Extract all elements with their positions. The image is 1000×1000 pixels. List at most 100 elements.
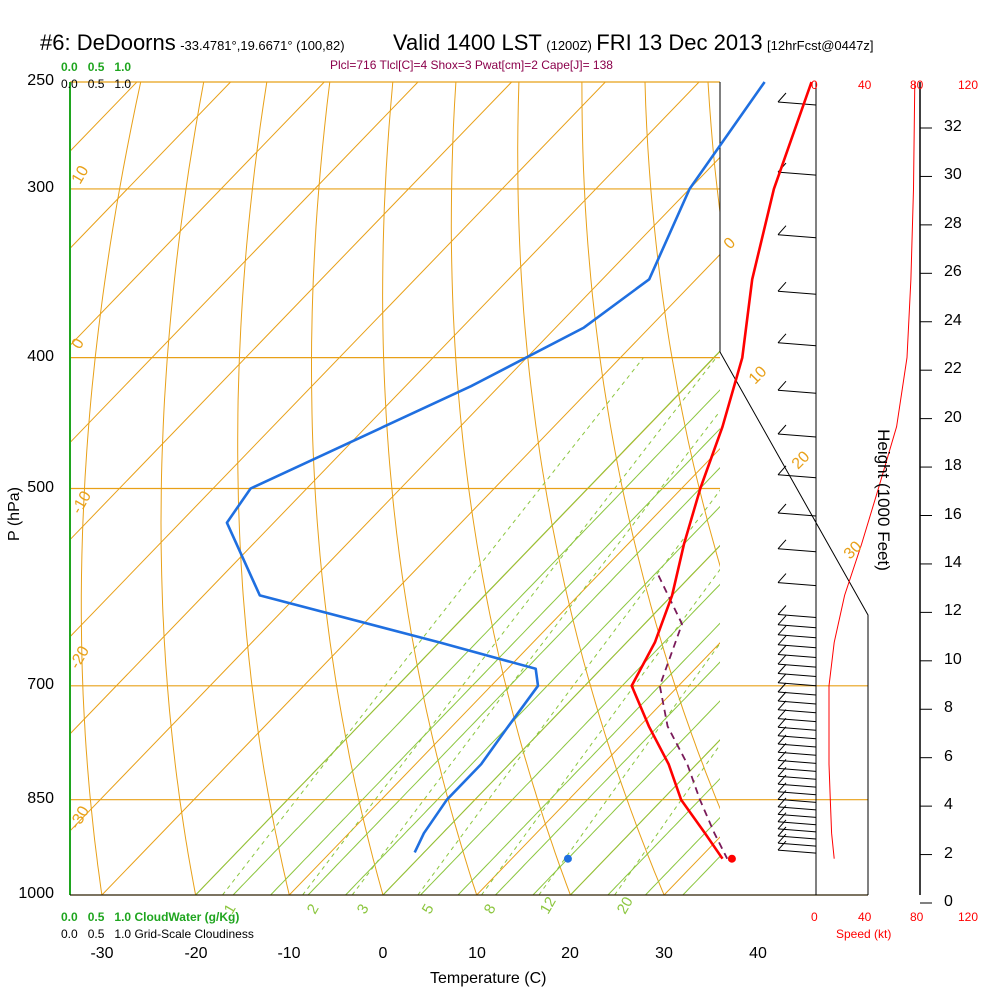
mixing-ratio-line	[614, 744, 720, 895]
dry-adiabat-line	[707, 82, 720, 216]
cloudiness-legend: 0.0 0.5 1.0 Grid-Scale Cloudiness	[61, 927, 254, 941]
speed-tick-top-40: 40	[858, 78, 872, 92]
wind-barb	[777, 709, 817, 723]
height-tick-label: 16	[944, 506, 962, 523]
isotherm-line	[70, 82, 231, 250]
valid-lst: Valid 1400 LST	[393, 30, 542, 55]
x-axis-label: Temperature (C)	[430, 970, 547, 987]
wind-barb	[777, 673, 817, 687]
height-tick-label: 12	[944, 602, 962, 619]
temperature-tick-label: -20	[184, 945, 208, 962]
speed-tick-bottom-0: 0	[811, 910, 818, 924]
temperature-tick-label: 20	[561, 945, 579, 962]
wind-barb	[777, 92, 817, 106]
mixing-ratio-label: 12	[537, 894, 560, 917]
isotherm-label: -10	[69, 488, 95, 517]
wind-barb	[777, 605, 817, 618]
pressure-tick-label: 400	[27, 348, 54, 365]
temperature-profile	[630, 81, 813, 860]
wind-barb	[777, 539, 817, 553]
wind-barb	[777, 664, 817, 677]
mixing-ratio-label: 2	[304, 901, 323, 917]
moist-adiabat-line	[307, 467, 720, 895]
mixing-ratio-line	[302, 357, 717, 895]
wind-barb	[777, 840, 817, 854]
wind-barb	[777, 654, 817, 668]
moist-adiabat-line	[457, 622, 720, 895]
cloudiness-scale-top: 0.0 0.5 1.0	[61, 77, 132, 91]
cloudwater-scale-top: 0.0 0.5 1.0	[61, 60, 132, 74]
wind-barb-column	[777, 92, 817, 854]
temperature-tick-label: 0	[378, 945, 388, 962]
speed-tick-top-80: 80	[910, 78, 924, 92]
valid-date: FRI 13 Dec 2013	[596, 30, 763, 55]
speed-tick-bottom-80: 80	[910, 910, 924, 924]
moist-adiabat-line	[719, 894, 720, 895]
pressure-tick-label: 250	[27, 72, 54, 89]
wind-barb	[777, 717, 817, 731]
pressure-tick-label: 700	[27, 676, 54, 693]
surface-temperature-point	[727, 854, 736, 863]
dry-adiabat-line	[834, 82, 1000, 895]
wind-barb	[777, 380, 817, 394]
sounding-profiles	[225, 81, 813, 863]
dry-adiabat-line	[237, 82, 290, 895]
height-tick-label: 30	[944, 166, 962, 183]
speed-tick-top-120: 120	[958, 78, 979, 92]
height-tick-label: 26	[944, 263, 962, 280]
pressure-grid-lines	[70, 81, 868, 896]
moist-adiabat-line	[570, 739, 720, 895]
height-axis-label: Height (1000 Feet)	[873, 429, 893, 571]
height-tick-label: 24	[944, 312, 962, 329]
moist-adiabat-line	[607, 777, 720, 895]
height-tick-label: 18	[944, 457, 962, 474]
height-tick-label: 8	[944, 699, 953, 716]
moist-adiabat-line	[270, 428, 720, 895]
dry-adiabat-line	[450, 82, 571, 895]
moist-adiabat-line	[382, 544, 720, 895]
temperature-tick-label: -30	[90, 945, 114, 962]
cloudwater-legend: 0.0 0.5 1.0 CloudWater (g/Kg)	[61, 910, 240, 924]
speed-axis-label: Speed (kt)	[836, 927, 892, 941]
wind-panel-boundary	[719, 82, 869, 895]
moist-adiabat-line	[195, 350, 720, 895]
height-tick-label: 0	[944, 893, 953, 910]
pressure-tick-label: 1000	[18, 885, 54, 902]
forecast-info: [12hrFcst@0447z]	[767, 38, 874, 53]
station-coords: -33.4781°,19.6671° (100,82)	[180, 38, 345, 53]
isotherm-label: 10	[69, 163, 93, 187]
wind-barb	[777, 700, 817, 714]
mixing-ratio-label: 3	[354, 901, 373, 917]
dry-adiabat-line	[382, 82, 478, 895]
height-tick-label: 2	[944, 845, 953, 862]
wind-barb	[777, 225, 817, 239]
mixing-ratio-label: 5	[419, 901, 438, 917]
wind-barb	[777, 615, 817, 629]
mixing-ratio-label: 8	[481, 901, 500, 917]
height-tick-label: 28	[944, 215, 962, 232]
wind-barb	[777, 573, 817, 587]
valid-zulu: (1200Z)	[546, 38, 592, 53]
temperature-tick-label: 10	[468, 945, 486, 962]
wind-barb	[777, 333, 817, 347]
mixing-ratio-label: 20	[614, 894, 637, 917]
isotherm-label: 20	[789, 448, 814, 473]
surface-dewpoint-point	[563, 854, 572, 863]
isotherm-line	[70, 82, 419, 444]
wind-barb	[777, 465, 817, 479]
moist-adiabat-line	[420, 583, 720, 895]
isotherm-label: 0	[721, 234, 739, 252]
dry-adiabat-line	[160, 82, 205, 895]
wind-barb	[777, 682, 817, 696]
height-tick-label: 6	[944, 748, 953, 765]
dewpoint-profile	[225, 81, 766, 853]
wind-speed-line	[828, 81, 916, 859]
wind-barb	[777, 645, 817, 658]
stability-indices: Plcl=716 Tlcl[C]=4 Shox=3 Pwat[cm]=2 Cap…	[330, 58, 613, 72]
pressure-tick-label: 300	[27, 179, 54, 196]
plot-frame	[69, 82, 932, 904]
wind-barb	[777, 281, 817, 295]
moist-adiabat-lines	[195, 350, 720, 895]
